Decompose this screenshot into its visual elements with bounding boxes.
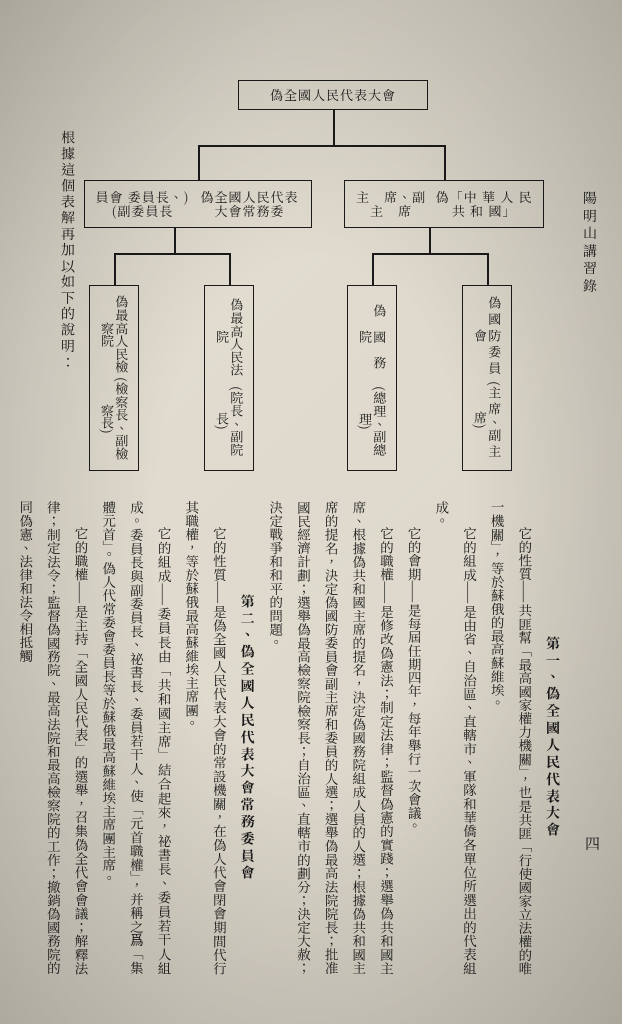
chart-edge <box>198 145 200 180</box>
chart-node-line: (檢察長、副檢察長) <box>100 374 129 462</box>
chart-edge <box>429 228 431 253</box>
chart-edge <box>444 145 446 180</box>
paragraph: 它的會期——是每屆任期四年，每年舉行一次會議。 <box>400 500 428 974</box>
chart-edge <box>487 253 489 285</box>
paragraph: 它的組成——委員長由「共和國主席」結合起來，祕書長、委員若干人組成。委員長與副委… <box>95 500 178 974</box>
chart-node-line: (總理、副總理) <box>358 380 387 462</box>
chart-edge <box>333 110 335 145</box>
chart-edge <box>198 145 444 147</box>
chart-node-line: 偽「中 華 人 民 共 和 國」 <box>431 190 537 219</box>
chart-node-line: 偽 國 務 院 <box>358 294 387 380</box>
chart-node-line: 主 席、副 主 席 <box>351 190 431 219</box>
chart-node-line: 偽全國人民代表大會常務委 <box>194 190 305 219</box>
chart-node-left: 偽全國人民代表大會常務委(員會 委員長、副委員長) <box>84 180 312 228</box>
chart-node-line: (院長、副院長) <box>215 380 244 462</box>
chart-node-rl: 偽 國 務 院(總理、副總理) <box>347 285 397 471</box>
chart-node-right: 偽「中 華 人 民 共 和 國」主 席、副 主 席 <box>344 180 544 228</box>
section-2-title: 第二、偽全國人民代表大會常務委員會 <box>233 500 262 974</box>
chart-node-line: 偽最高人民檢察院 <box>100 294 129 374</box>
org-chart: 偽全國人民代表大會偽全國人民代表大會常務委(員會 委員長、副委員長) 偽「中 華 … <box>74 80 544 480</box>
page-number: 四 <box>585 833 600 854</box>
chart-node-line: (員會 委員長、副委員長) <box>91 190 194 219</box>
chart-node-rr: 偽 國 防 委 員 會(主 席、副 主 席) <box>462 285 512 471</box>
paragraph: 它的性質——是偽全國人民代表大會的常設機關，在偽人代會閉會期間代行其職權，等於蘇… <box>178 500 233 974</box>
chart-node-line: (主 席、副 主 席) <box>473 377 502 462</box>
chart-node-root: 偽全國人民代表大會 <box>238 80 428 110</box>
chart-edge <box>229 253 231 285</box>
paragraph: 它的組成——是由省、自治區、直轄市、軍隊和華僑各單位所選出的代表組成。 <box>428 500 483 974</box>
chart-node-line: 偽最高人民法院 <box>215 294 244 380</box>
chart-node-line: 偽 國 防 委 員 會 <box>473 294 502 377</box>
chart-edge <box>372 253 487 255</box>
chart-edge <box>174 228 176 253</box>
chart-edge <box>372 253 374 285</box>
paragraph: 它的職權——是修改偽憲法；制定法律；監督偽憲的實踐；選舉偽共和國主席、根據偽共和… <box>262 500 400 974</box>
body-text: 第一、偽全國人民代表大會 它的性質——共匪幫「最高國家權力機關」，也是共匪「行使… <box>60 500 567 974</box>
paragraph: 它的性質——共匪幫「最高國家權力機關」，也是共匪「行使國家立法權的唯一機關」，等… <box>483 500 538 974</box>
chart-edge <box>114 253 116 285</box>
chart-node-lr: 偽最高人民法院(院長、副院長) <box>204 285 254 471</box>
paragraph: 它的職權——是主持「全國人民代表」的選舉，召集偽全代會會議；解釋法律；制定法令；… <box>12 500 95 974</box>
margin-title: 陽明山講習錄 <box>580 190 602 295</box>
chart-edge <box>114 253 229 255</box>
section-1-title: 第一、偽全國人民代表大會 <box>538 500 567 974</box>
chart-node-ll: 偽最高人民檢察院(檢察長、副檢察長) <box>89 285 139 471</box>
